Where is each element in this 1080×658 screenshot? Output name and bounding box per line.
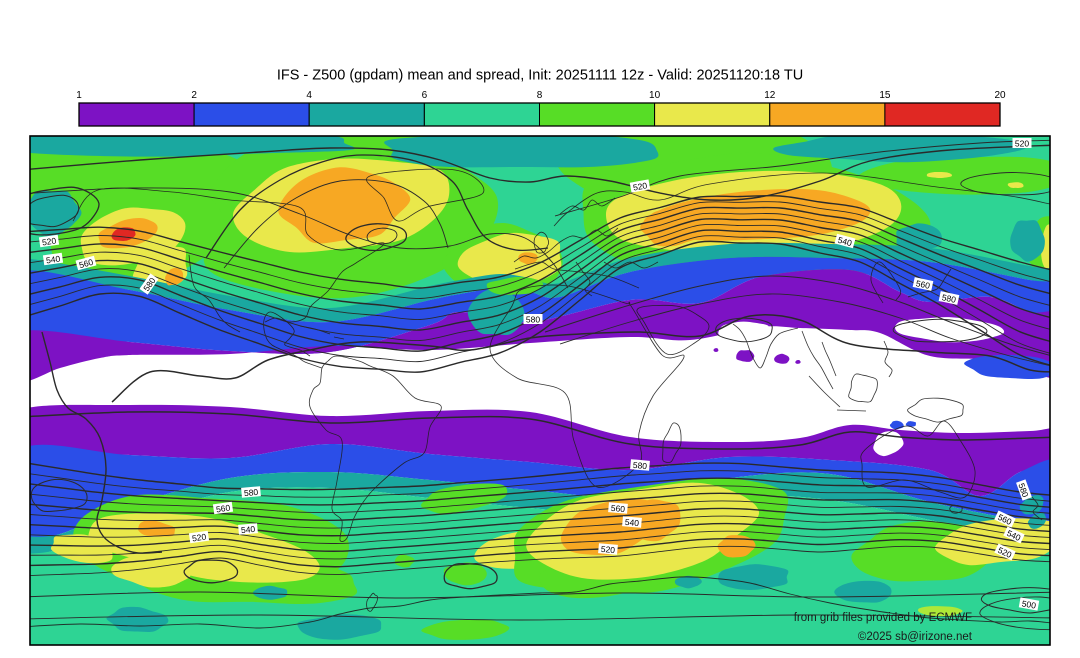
svg-text:500: 500 [1021, 598, 1037, 610]
svg-text:540: 540 [45, 254, 61, 266]
svg-text:520: 520 [41, 236, 57, 248]
svg-text:580: 580 [1016, 482, 1030, 499]
svg-text:580: 580 [941, 292, 957, 305]
svg-text:520: 520 [632, 180, 648, 192]
svg-text:20: 20 [994, 90, 1006, 101]
svg-text:4: 4 [306, 90, 312, 101]
svg-text:540: 540 [837, 235, 854, 248]
svg-text:©2025 sb@irizone.net: ©2025 sb@irizone.net [858, 631, 973, 643]
svg-text:12: 12 [764, 90, 776, 101]
svg-text:from grib files provided by EC: from grib files provided by ECMWF [794, 612, 972, 624]
svg-text:540: 540 [624, 517, 639, 528]
svg-text:560: 560 [915, 278, 931, 291]
svg-text:520: 520 [191, 532, 207, 544]
svg-text:580: 580 [244, 487, 259, 498]
svg-text:540: 540 [241, 524, 256, 535]
svg-text:8: 8 [537, 90, 543, 101]
svg-text:1: 1 [76, 90, 82, 101]
svg-text:580: 580 [526, 315, 540, 325]
svg-text:IFS - Z500 (gpdam) mean and sp: IFS - Z500 (gpdam) mean and spread, Init… [277, 68, 803, 84]
svg-text:15: 15 [879, 90, 891, 101]
svg-text:560: 560 [78, 257, 95, 270]
svg-text:560: 560 [610, 503, 625, 514]
svg-text:2: 2 [191, 90, 197, 101]
svg-text:560: 560 [215, 503, 231, 515]
svg-text:520: 520 [1015, 139, 1029, 149]
svg-text:6: 6 [422, 90, 428, 101]
svg-text:10: 10 [649, 90, 661, 101]
svg-text:580: 580 [632, 460, 647, 471]
svg-text:520: 520 [600, 544, 615, 555]
